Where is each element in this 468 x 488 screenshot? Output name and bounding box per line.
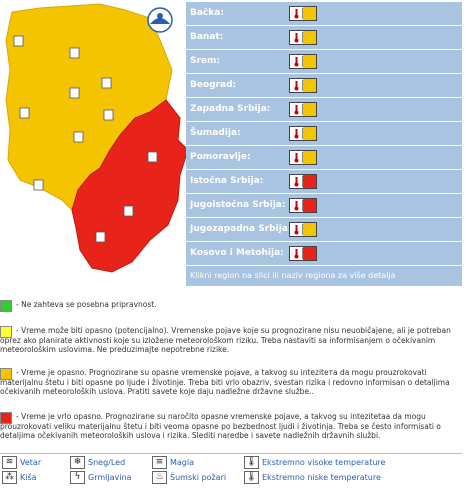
warning-level-color bbox=[303, 151, 316, 164]
legend-text: - Ne zahteva se posebna pripravnost. bbox=[16, 300, 157, 309]
warning-level-badge[interactable] bbox=[289, 6, 317, 21]
warning-level-color bbox=[303, 31, 316, 44]
thermometer-icon bbox=[291, 224, 303, 235]
legend-swatch bbox=[0, 368, 12, 380]
snow-ice-icon: ❄ bbox=[70, 456, 85, 469]
icon-legend-item: ♨ Šumski požari bbox=[152, 471, 226, 486]
region-hint-text: Klikni region na slici ili naziv regiona… bbox=[186, 266, 462, 286]
thermometer-icon bbox=[291, 56, 303, 67]
warning-level-badge[interactable] bbox=[289, 78, 317, 93]
legend-text: - Vreme je vrlo opasno. Prognozirane su … bbox=[0, 412, 441, 440]
warning-level-color bbox=[303, 223, 316, 236]
warning-level-badge[interactable] bbox=[289, 30, 317, 45]
thermometer-icon bbox=[291, 104, 303, 115]
warning-level-color bbox=[303, 79, 316, 92]
icon-legend-item: ϟ Grmljavina bbox=[70, 471, 131, 486]
region-row[interactable]: Banat: bbox=[186, 26, 462, 50]
thermometer-icon bbox=[291, 248, 303, 259]
thermometer-icon bbox=[291, 128, 303, 139]
legend-text: - Vreme je opasno. Prognozirane su opasn… bbox=[0, 368, 450, 396]
region-row[interactable]: Istočna Srbija: bbox=[186, 170, 462, 194]
warning-level-color bbox=[303, 7, 316, 20]
region-name-link[interactable]: Šumadija: bbox=[190, 128, 241, 138]
legend-text: - Vreme može biti opasno (potencijalno).… bbox=[0, 326, 451, 354]
warning-level-color bbox=[303, 175, 316, 188]
warning-level-badge[interactable] bbox=[289, 150, 317, 165]
region-row[interactable]: Jugozapadna Srbija: bbox=[186, 218, 462, 242]
serbia-warning-map[interactable] bbox=[0, 0, 240, 300]
warning-level-badge[interactable] bbox=[289, 126, 317, 141]
thunderstorm-icon: ϟ bbox=[70, 471, 85, 484]
legend-item: - Vreme je opasno. Prognozirane su opasn… bbox=[0, 368, 462, 397]
region-name-link[interactable]: Kosovo i Metohija: bbox=[190, 248, 284, 258]
warning-level-color bbox=[303, 103, 316, 116]
icon-legend-item: ⁂ Kiša bbox=[2, 471, 37, 486]
legend-item: - Vreme može biti opasno (potencijalno).… bbox=[0, 326, 462, 355]
warning-level-color bbox=[303, 247, 316, 260]
wind-icon: ≋ bbox=[2, 456, 17, 469]
extreme-high-temp-icon: 🌡 bbox=[244, 456, 259, 469]
thermometer-icon bbox=[291, 8, 303, 19]
phenomena-icon-legend: ≋ Vetar ❄ Sneg/Led ≡ Magla 🌡 Ekstremno visoke t… bbox=[0, 453, 462, 486]
thermometer-icon bbox=[291, 176, 303, 187]
legend-swatch bbox=[0, 326, 12, 338]
thermometer-icon bbox=[13, 35, 158, 243]
warning-level-badge[interactable] bbox=[289, 102, 317, 117]
region-row[interactable]: Pomoravlje: bbox=[186, 146, 462, 170]
icon-legend-label: Magla bbox=[170, 458, 195, 467]
warning-level-color bbox=[303, 127, 316, 140]
icon-legend-label: Kiša bbox=[20, 473, 37, 482]
map-region-red[interactable] bbox=[71, 99, 189, 273]
icon-legend-item: ❄ Sneg/Led bbox=[70, 456, 125, 471]
warning-level-badge[interactable] bbox=[289, 54, 317, 69]
warning-level-badge[interactable] bbox=[289, 222, 317, 237]
thermometer-icon bbox=[291, 200, 303, 211]
region-name-link[interactable]: Pomoravlje: bbox=[190, 152, 251, 162]
region-name-link[interactable]: Beograd: bbox=[190, 80, 237, 90]
warning-level-color bbox=[303, 199, 316, 212]
warning-level-badge[interactable] bbox=[289, 174, 317, 189]
region-row[interactable]: Beograd: bbox=[186, 74, 462, 98]
region-row[interactable]: Srem: bbox=[186, 50, 462, 74]
region-name-link[interactable]: Banat: bbox=[190, 32, 224, 42]
icon-legend-label: Ekstremno visoke temperature bbox=[262, 458, 386, 467]
region-row[interactable]: Zapadna Srbija: bbox=[186, 98, 462, 122]
fog-icon: ≡ bbox=[152, 456, 167, 469]
region-name-link[interactable]: Bačka: bbox=[190, 8, 224, 18]
warning-level-badge[interactable] bbox=[289, 246, 317, 261]
icon-legend-label: Ekstremno niske temperature bbox=[262, 473, 381, 482]
icon-legend-label: Šumski požari bbox=[170, 473, 227, 482]
warning-level-badge[interactable] bbox=[289, 198, 317, 213]
rain-icon: ⁂ bbox=[2, 471, 17, 484]
legend-swatch bbox=[0, 300, 12, 312]
region-name-link[interactable]: Jugozapadna Srbija: bbox=[190, 224, 292, 234]
icon-legend-item: 🌡 Ekstremno niske temperature bbox=[244, 471, 381, 486]
region-name-link[interactable]: Istočna Srbija: bbox=[190, 176, 264, 186]
legend-item: - Ne zahteva se posebna pripravnost. bbox=[0, 300, 462, 312]
region-row[interactable]: Bačka: bbox=[186, 2, 462, 26]
legend-swatch bbox=[0, 412, 12, 424]
region-row[interactable]: Jugoistočna Srbija: bbox=[186, 194, 462, 218]
region-name-link[interactable]: Jugoistočna Srbija: bbox=[190, 200, 286, 210]
thermometer-icon bbox=[291, 80, 303, 91]
icon-legend-item: ≡ Magla bbox=[152, 456, 194, 471]
icon-legend-label: Grmljavina bbox=[88, 473, 132, 482]
warning-level-color bbox=[303, 55, 316, 68]
legend-item: - Vreme je vrlo opasno. Prognozirane su … bbox=[0, 412, 462, 441]
thermometer-icon bbox=[291, 32, 303, 43]
region-row[interactable]: Šumadija: bbox=[186, 122, 462, 146]
extreme-low-temp-icon: 🌡 bbox=[244, 471, 259, 484]
forest-fire-icon: ♨ bbox=[152, 471, 167, 484]
region-name-link[interactable]: Srem: bbox=[190, 56, 221, 66]
icon-legend-label: Sneg/Led bbox=[88, 458, 126, 467]
region-list: Bačka: Banat: Srem: Beograd: Zapadna Srbija:… bbox=[186, 2, 462, 286]
thermometer-icon bbox=[291, 152, 303, 163]
region-name-link[interactable]: Zapadna Srbija: bbox=[190, 104, 271, 114]
region-row[interactable]: Kosovo i Metohija: bbox=[186, 242, 462, 266]
icon-legend-label: Vetar bbox=[20, 458, 42, 467]
rhmz-logo-icon bbox=[147, 7, 173, 33]
icon-legend-item: 🌡 Ekstremno visoke temperature bbox=[244, 456, 385, 471]
icon-legend-item: ≋ Vetar bbox=[2, 456, 41, 471]
